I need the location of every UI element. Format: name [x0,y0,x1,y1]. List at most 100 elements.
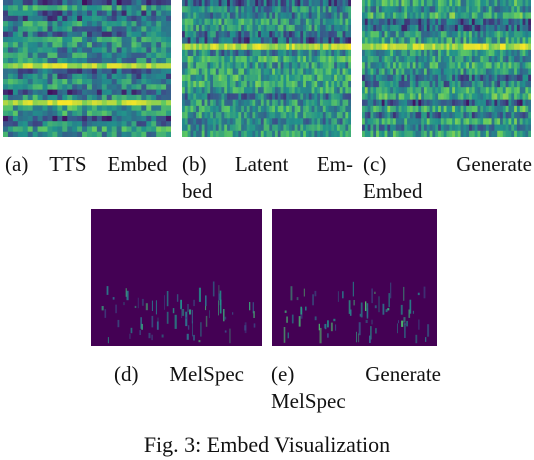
heatmap-cell [407,24,411,32]
heatmap-cell [238,12,242,20]
heatmap-cell [82,42,88,48]
heatmap-cell [187,80,191,88]
heatmap-cell [111,126,118,133]
heatmap-cell [27,126,34,133]
heatmap-cell [505,68,509,76]
heatmap-cell [263,0,267,7]
heatmap-cell [131,110,137,117]
heatmap-cell [184,87,189,94]
heatmap-cell [3,57,9,64]
heatmap-cell [126,94,132,101]
heatmap-cell [502,31,507,38]
heatmap-cell [471,80,476,88]
heatmap-cell [269,6,273,13]
heatmap-cell [404,12,408,20]
heatmap-cell [91,52,98,59]
heatmap-cell [146,84,152,90]
heatmap-cell [57,126,63,133]
heatmap-cell [37,21,43,27]
heatmap-cell [378,130,383,137]
heatmap-cell [367,18,371,26]
heatmap-cell [121,57,127,64]
heatmap-cell [505,124,509,132]
heatmap-cell [229,80,234,88]
spectrogram-streak [353,300,355,306]
heatmap-cell [111,26,118,33]
heatmap-cell [322,18,327,26]
heatmap-cell [212,112,217,119]
heatmap-cell [91,131,98,137]
heatmap-cell [291,18,296,26]
heatmap-cell [488,37,492,44]
heatmap-cell [497,43,501,51]
heatmap-cell [235,105,239,113]
heatmap-cell [252,68,256,76]
heatmap-cell [182,74,186,82]
heatmap-cell [305,6,310,13]
heatmap-cell [141,115,147,122]
heatmap-cell [339,124,343,132]
heatmap-cell [87,15,93,22]
heatmap-cell [235,93,239,101]
heatmap-cell [235,6,239,13]
heatmap-cell [463,18,467,26]
heatmap-cell [218,93,222,101]
heatmap-cell [187,18,191,26]
heatmap-cell [508,80,512,88]
heatmap-cell [87,110,93,117]
heatmap-cell [111,121,118,127]
spectrogram-streak [232,312,234,315]
heatmap-cell [334,12,338,20]
heatmap-cell [141,131,147,137]
heatmap-cell [454,43,459,51]
heatmap-cell [511,105,515,113]
heatmap-cell [480,68,484,76]
heatmap-cell [17,105,24,112]
heatmap-cell [136,52,142,59]
heatmap-cell [305,18,310,26]
heatmap-cell [325,62,329,69]
heatmap-cell [367,12,371,20]
heatmap-cell [407,12,411,20]
heatmap-cell [508,124,512,132]
heatmap-cell [190,49,194,57]
heatmap-cell [522,43,526,51]
heatmap-cell [7,57,14,64]
heatmap-cell [151,5,157,11]
heatmap-cell [232,130,236,137]
heatmap-cell [27,84,34,90]
heatmap-cell [221,43,225,51]
heatmap-cell [297,43,301,51]
heatmap-cell [116,68,122,75]
heatmap-cell [322,124,327,132]
heatmap-cell [47,57,53,64]
heatmap-cell [291,74,296,82]
heatmap-cell [32,63,38,69]
heatmap-cell [435,49,439,57]
heatmap-cell [392,49,397,57]
heatmap-cell [381,74,385,82]
heatmap-cell [106,131,113,137]
heatmap-cell [514,105,518,113]
heatmap-cell [7,36,14,43]
heatmap-cell [255,0,259,7]
heatmap-cell [136,73,142,80]
heatmap-cell [418,49,422,57]
heatmap-cell [514,62,518,69]
heatmap-cell [364,62,369,69]
heatmap-cell [146,31,152,38]
heatmap-cell [460,105,464,113]
heatmap-cell [519,68,523,76]
heatmap-cell [249,118,253,125]
heatmap-cell [241,93,245,101]
heatmap-cell [376,49,380,57]
heatmap-cell [52,63,58,69]
heatmap-cell [252,49,256,57]
heatmap-cell [500,62,504,69]
heatmap-cell [161,115,167,122]
heatmap-cell [418,0,422,7]
heatmap-cell [384,24,388,32]
heatmap-cell [210,105,214,113]
heatmap-cell [460,130,464,137]
heatmap-cell [87,63,93,69]
